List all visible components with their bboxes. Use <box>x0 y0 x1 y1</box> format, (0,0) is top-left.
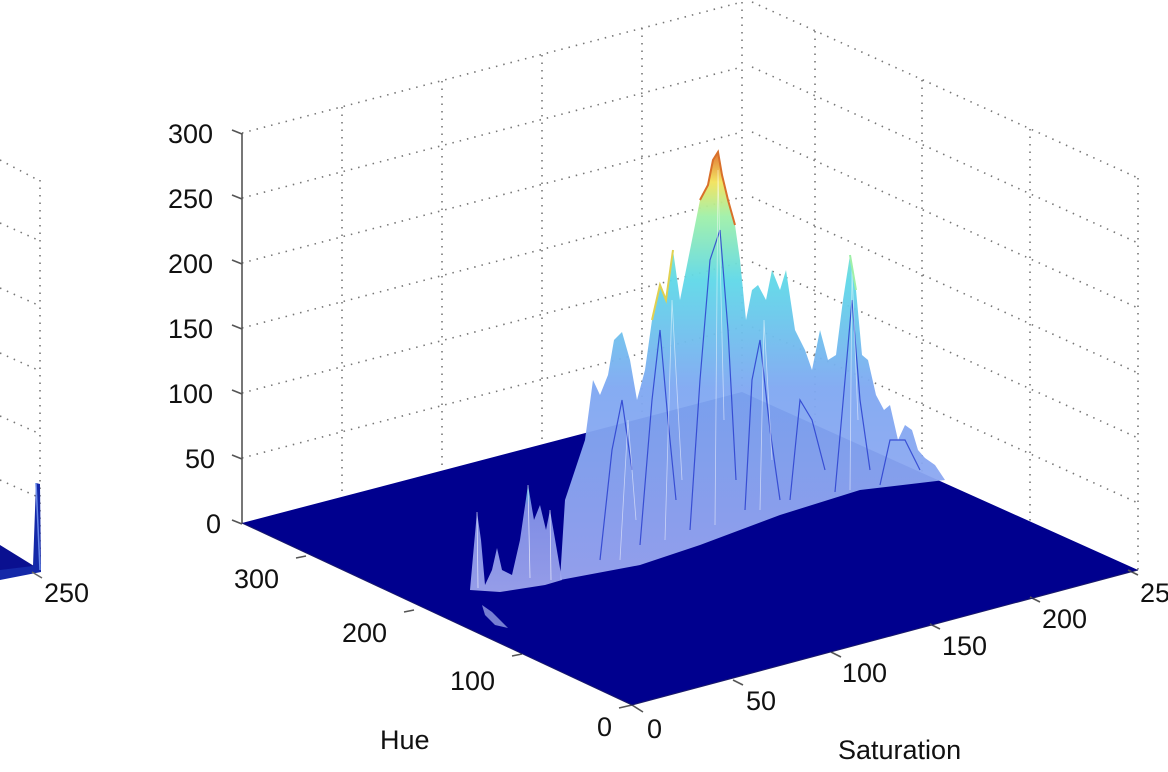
sat-tick-200: 200 <box>1042 604 1088 634</box>
z-tick-150: 150 <box>168 314 214 344</box>
left-grid <box>0 159 41 572</box>
z-tick-0: 0 <box>206 509 222 539</box>
z-tick-300: 300 <box>168 119 214 149</box>
left-partial-plot <box>0 159 43 580</box>
sat-tick-150: 150 <box>942 631 988 661</box>
hue-tick-100: 100 <box>450 666 496 696</box>
z-tick-100: 100 <box>168 379 214 409</box>
sat-tick-250: 25 <box>1140 578 1168 608</box>
hue-axis-title: Hue <box>380 725 430 755</box>
saturation-axis-title: Saturation <box>838 735 962 765</box>
left-plot-tick-250: 250 <box>44 578 90 608</box>
hue-tick-300: 300 <box>234 564 280 594</box>
z-tick-200: 200 <box>168 249 214 279</box>
z-tick-50: 50 <box>185 444 216 474</box>
sat-tick-100: 100 <box>842 658 888 688</box>
sat-tick-50: 50 <box>746 686 777 716</box>
z-tick-250: 250 <box>168 184 214 214</box>
hue-tick-200: 200 <box>342 618 388 648</box>
main-grid <box>241 1 1139 570</box>
histogram-surface <box>470 149 945 628</box>
surface-main-mass <box>560 152 945 580</box>
hue-tick-0: 0 <box>597 712 613 742</box>
axes-lines <box>231 129 1139 713</box>
sat-tick-0: 0 <box>647 714 663 744</box>
surface-small-peaks <box>470 485 562 592</box>
